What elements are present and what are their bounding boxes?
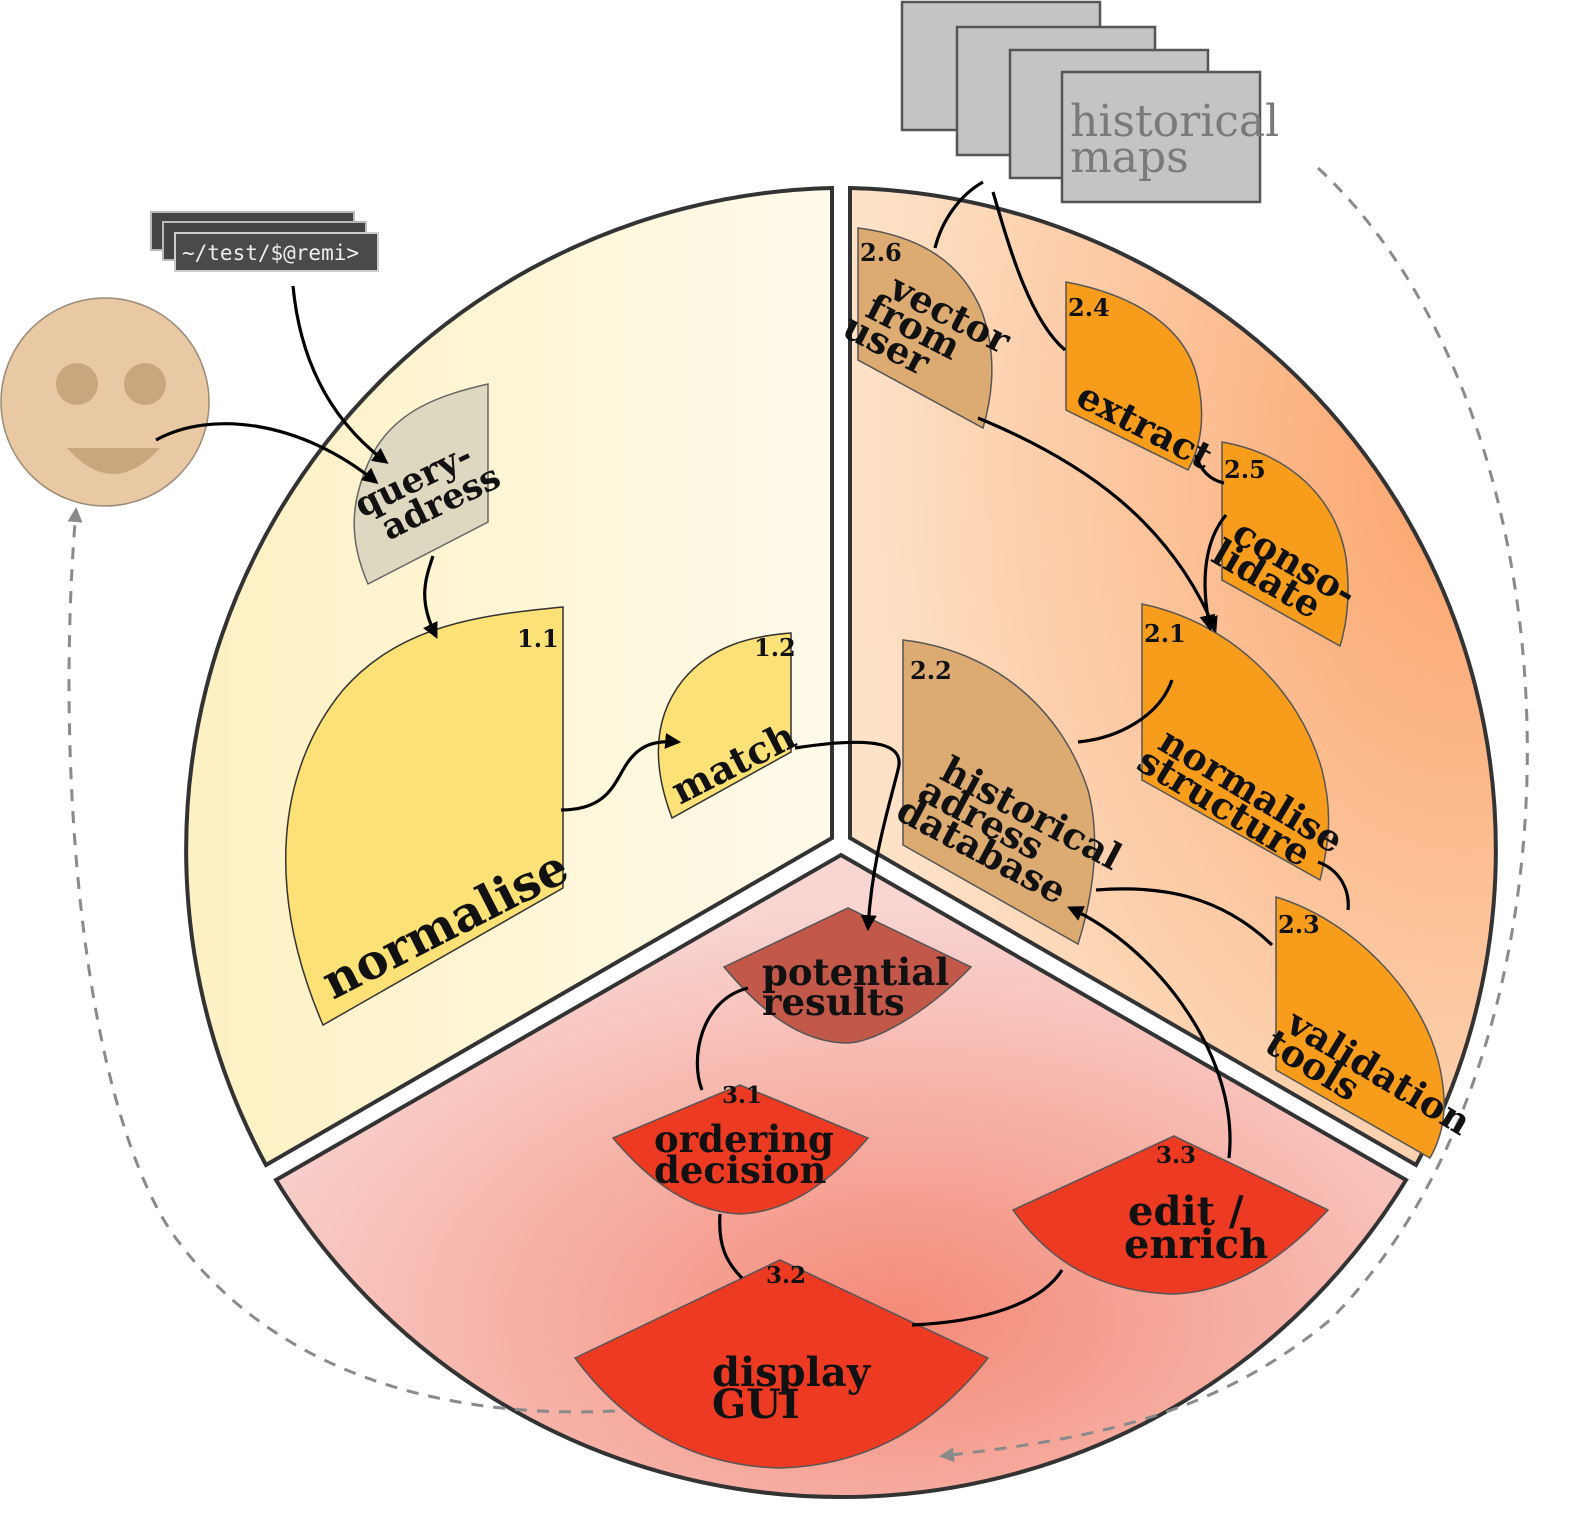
arrow-match-to-potential-results [794, 740, 901, 932]
edit-enrich-label-line1: edit / [1128, 1188, 1244, 1235]
smiley-right-eye [124, 363, 166, 405]
sector-bottom [273, 852, 1409, 1500]
ordering-decision-number: 3.1 [722, 1082, 762, 1109]
feedback-arc-right [939, 166, 1529, 1463]
node-edit-enrich: 3.3 edit / enrich [1011, 1135, 1330, 1295]
edit-enrich-shape [1011, 1135, 1330, 1295]
match-shape [657, 632, 792, 820]
arrow-display-to-edit-enrich [911, 1269, 1064, 1327]
feedback-arc-left [67, 507, 616, 1414]
user-smiley [0, 297, 210, 507]
potential-results-label-line1: potential [762, 950, 949, 994]
smiley-left-eye [56, 363, 98, 405]
display-gui-shape [573, 1259, 990, 1469]
arrow-normalise-structure-to-database [1077, 679, 1174, 744]
terminal-prompt: ~/test/$@remi> [182, 241, 359, 265]
consolidate-shape [1221, 441, 1349, 648]
normalise-shape [285, 606, 564, 1027]
display-gui-label-line2: GUI [712, 1381, 800, 1428]
potential-results-label-line2: results [762, 980, 905, 1024]
smiley-face-icon [0, 297, 210, 507]
validation-tools-shape [1275, 895, 1445, 1160]
extract-number: 2.4 [1068, 293, 1110, 322]
arrow-normalise-structure-to-validation [1317, 860, 1350, 911]
arrow-extract-to-consolidate [1194, 454, 1225, 485]
historical-adress-database-number: 2.2 [910, 656, 952, 685]
potential-results-shape [722, 907, 973, 1044]
node-consolidate: 2.5 conso- lidate [1205, 441, 1364, 648]
node-potential-results: potential results [722, 907, 973, 1044]
ordering-decision-label-line2: decision [654, 1148, 827, 1192]
edit-enrich-number: 3.3 [1156, 1142, 1196, 1169]
terminal-window-front [174, 232, 379, 272]
historical-maps-stack: historical maps [900, 0, 1279, 204]
display-gui-label-line1: display [712, 1349, 872, 1396]
arrow-maps-to-vector [933, 180, 984, 249]
arrow-terminal-to-query [291, 285, 389, 464]
display-gui-number: 3.2 [766, 1262, 806, 1289]
extract-shape [1065, 281, 1203, 471]
terminal-stack: ~/test/$@remi> [150, 211, 379, 272]
historical-maps-label-line1: historical [1070, 96, 1279, 147]
historical-adress-database-shape [902, 639, 1096, 946]
arrow-query-to-normalise [423, 555, 438, 639]
arrow-vector-to-normalise-structure [977, 416, 1218, 633]
arrow-normalise-to-match [560, 732, 682, 812]
normalise-structure-number: 2.1 [1144, 619, 1186, 648]
map-sheet-4 [1060, 70, 1262, 204]
arrow-user-to-query [155, 422, 379, 485]
arrow-potential-results-to-ordering [695, 986, 749, 1091]
ordering-decision-label-line1: ordering [654, 1117, 834, 1161]
arrow-ordering-to-display [718, 1213, 744, 1280]
arrow-validation-to-database [1095, 887, 1274, 947]
historical-maps-label-line2: maps [1070, 132, 1189, 183]
vector-from-user-number: 2.6 [860, 238, 902, 267]
match-number: 1.2 [754, 633, 796, 662]
smiley-mouth [67, 448, 160, 474]
normalise-number: 1.1 [517, 624, 559, 653]
node-ordering-decision: 3.1 ordering decision [611, 1082, 870, 1215]
vector-from-user-shape [857, 227, 993, 430]
arrow-edit-enrich-to-database [1067, 906, 1232, 1159]
validation-tools-number: 2.3 [1278, 910, 1320, 939]
arrow-maps-to-extract [991, 191, 1067, 352]
edit-enrich-label-line2: enrich [1124, 1221, 1268, 1268]
consolidate-number: 2.5 [1224, 455, 1266, 484]
arrow-consolidate-to-normalise-structure [1199, 513, 1228, 632]
ordering-decision-shape [611, 1084, 870, 1215]
node-display-gui: 3.2 display GUI [573, 1259, 990, 1469]
